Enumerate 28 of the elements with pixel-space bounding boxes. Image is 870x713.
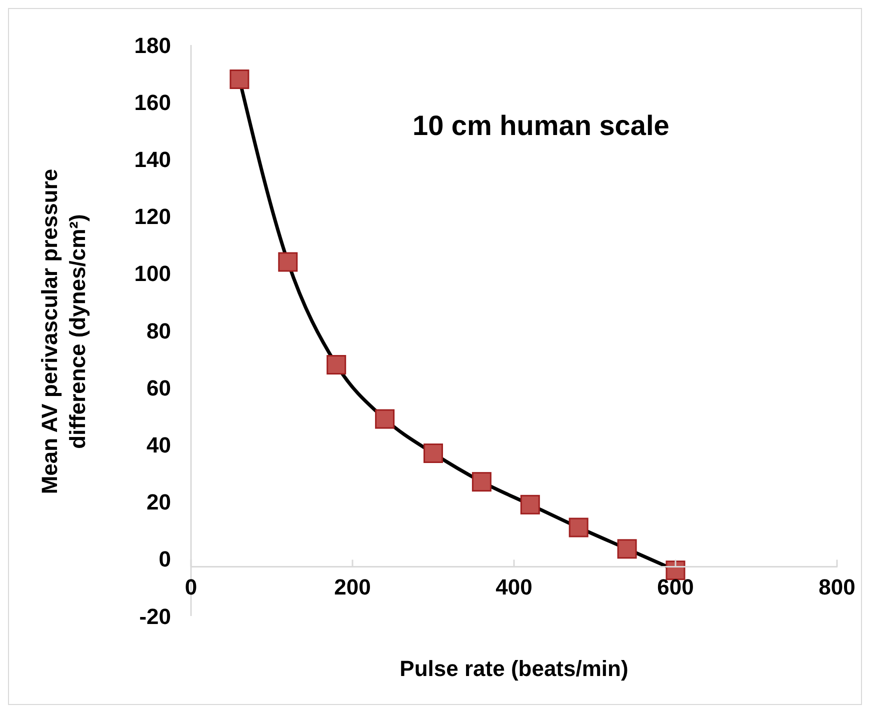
point xyxy=(472,472,492,492)
x-tick-label: 800 xyxy=(818,574,856,600)
x-tick-label: 0 xyxy=(184,574,198,600)
y-tick-label: -20 xyxy=(139,604,171,629)
y-tick-label: 40 xyxy=(146,432,171,458)
annotation: 10 cm human scale xyxy=(412,110,670,141)
point xyxy=(230,70,250,90)
y-tick-label: 120 xyxy=(134,204,171,230)
x-tick-label: 600 xyxy=(657,574,694,600)
point xyxy=(326,355,346,375)
y-tick-label: 160 xyxy=(134,90,171,115)
point xyxy=(375,409,395,429)
y-tick-label: 180 xyxy=(134,32,171,58)
x-tick-label: 200 xyxy=(334,574,371,600)
point xyxy=(520,494,540,514)
y-tick-label: 20 xyxy=(146,490,171,515)
x-axis-title: Pulse rate (beats/min) xyxy=(400,656,628,681)
y-axis-title: Mean AV perivascular pressure difference (dynes/cm²) xyxy=(37,168,90,494)
y-tick-label: 140 xyxy=(134,147,171,172)
y-tick-label: 80 xyxy=(146,318,171,344)
x-tick-label: 400 xyxy=(496,574,532,600)
y-tick-label: 100 xyxy=(134,261,171,286)
point xyxy=(568,518,588,538)
point xyxy=(424,444,443,464)
point xyxy=(278,252,298,272)
point xyxy=(617,539,637,559)
y-tick-label: 0 xyxy=(158,546,171,572)
y-tick-label: 60 xyxy=(146,375,171,400)
